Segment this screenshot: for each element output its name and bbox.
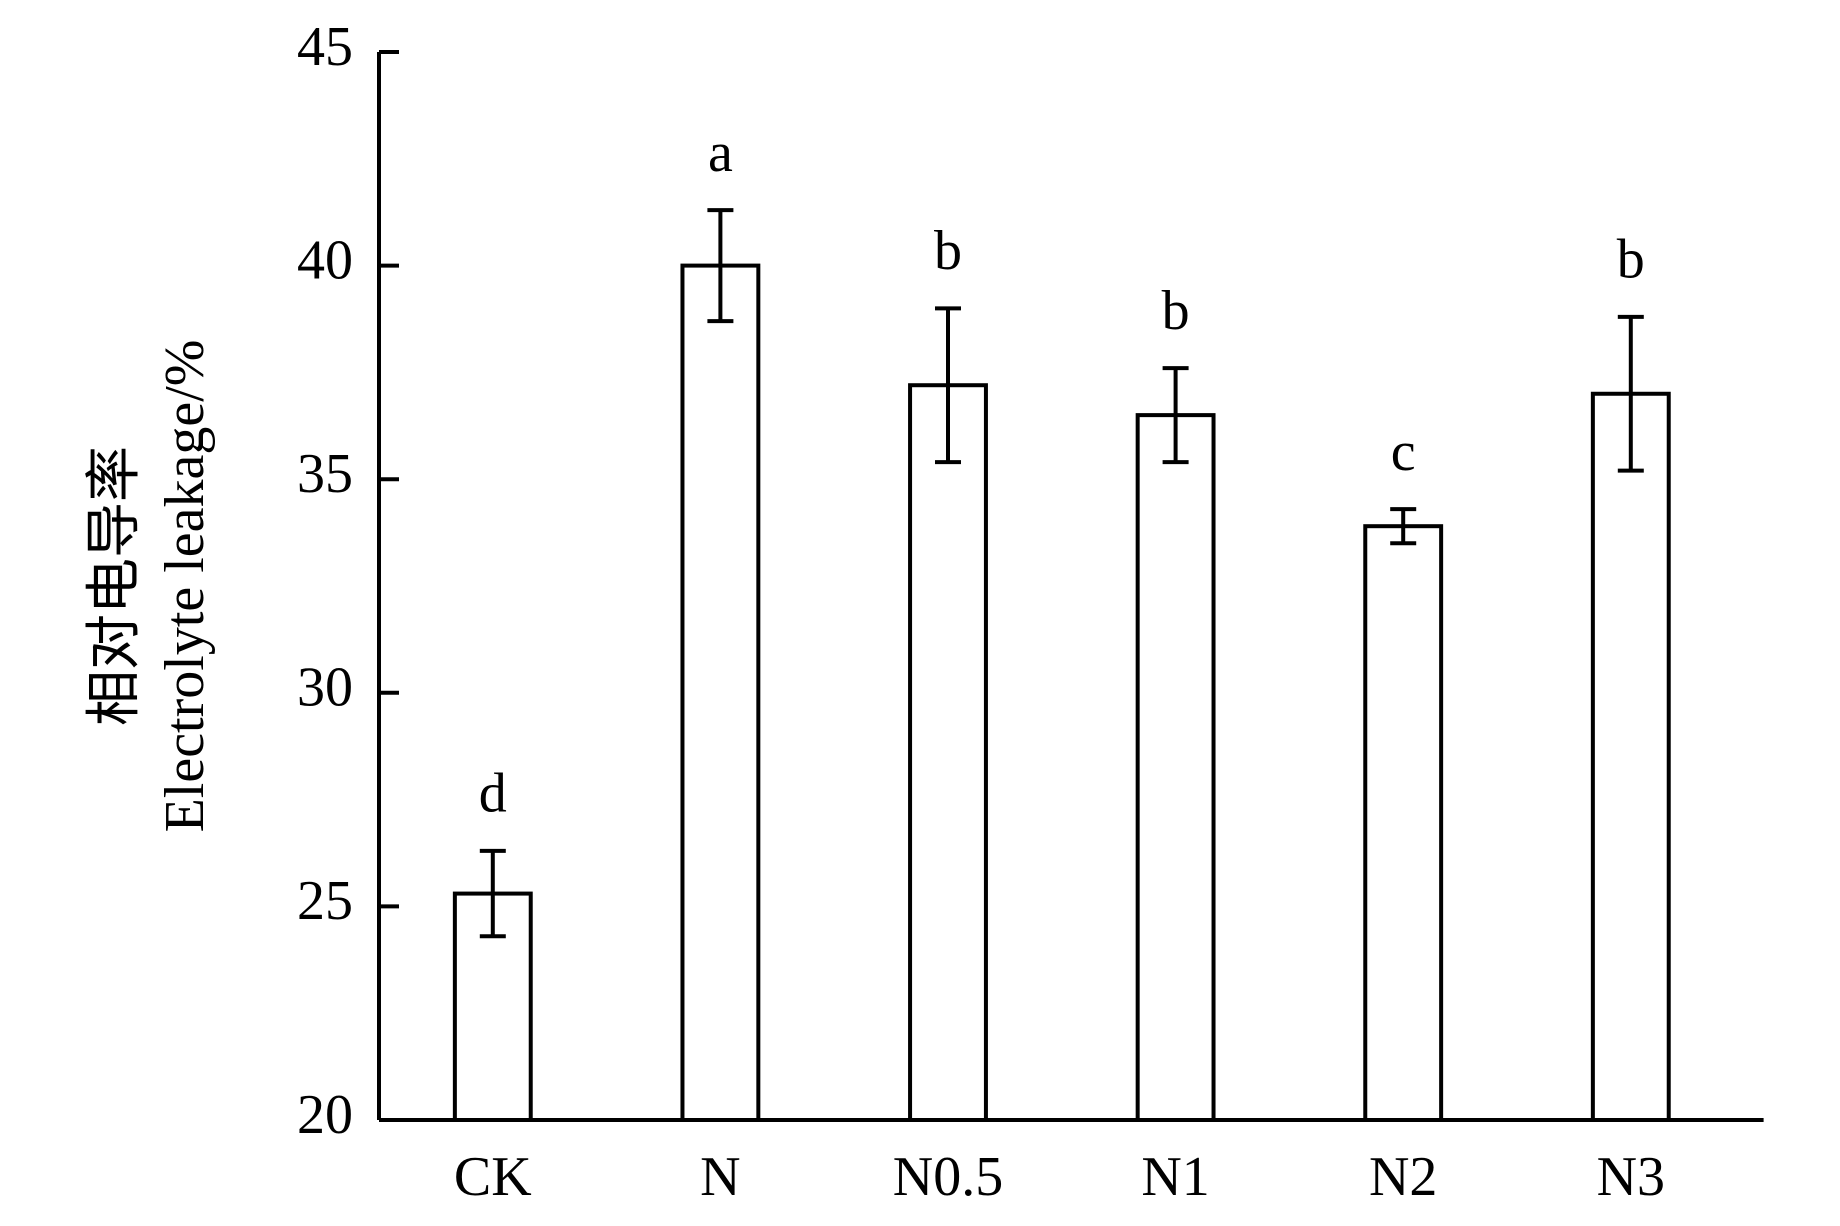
y-tick-label: 30 <box>297 657 353 719</box>
x-tick-label: N1 <box>1141 1146 1209 1208</box>
significance-label: d <box>479 763 507 825</box>
y-tick-label: 45 <box>297 16 353 78</box>
y-tick-label: 35 <box>297 443 353 505</box>
y-tick-label: 20 <box>297 1084 353 1146</box>
x-tick-label: N <box>700 1146 740 1208</box>
bar <box>908 383 988 1122</box>
bar <box>1363 524 1444 1122</box>
significance-label: c <box>1391 421 1416 483</box>
x-tick-label: N0.5 <box>893 1146 1003 1208</box>
x-tick-label: CK <box>454 1146 532 1208</box>
y-axis-label: Electrolyte leakage/% <box>154 340 216 833</box>
y-tick-label: 40 <box>297 229 353 291</box>
bar <box>680 263 761 1123</box>
y-axis-label: 相对电导率 <box>84 446 146 726</box>
significance-label: b <box>1162 280 1190 342</box>
significance-label: b <box>1617 229 1645 291</box>
bar <box>1590 391 1671 1122</box>
significance-label: b <box>934 220 962 282</box>
x-tick-label: N2 <box>1369 1146 1437 1208</box>
x-tick-label: N3 <box>1597 1146 1665 1208</box>
significance-label: a <box>708 122 733 184</box>
y-tick-label: 25 <box>297 870 353 932</box>
bar <box>1135 413 1216 1122</box>
